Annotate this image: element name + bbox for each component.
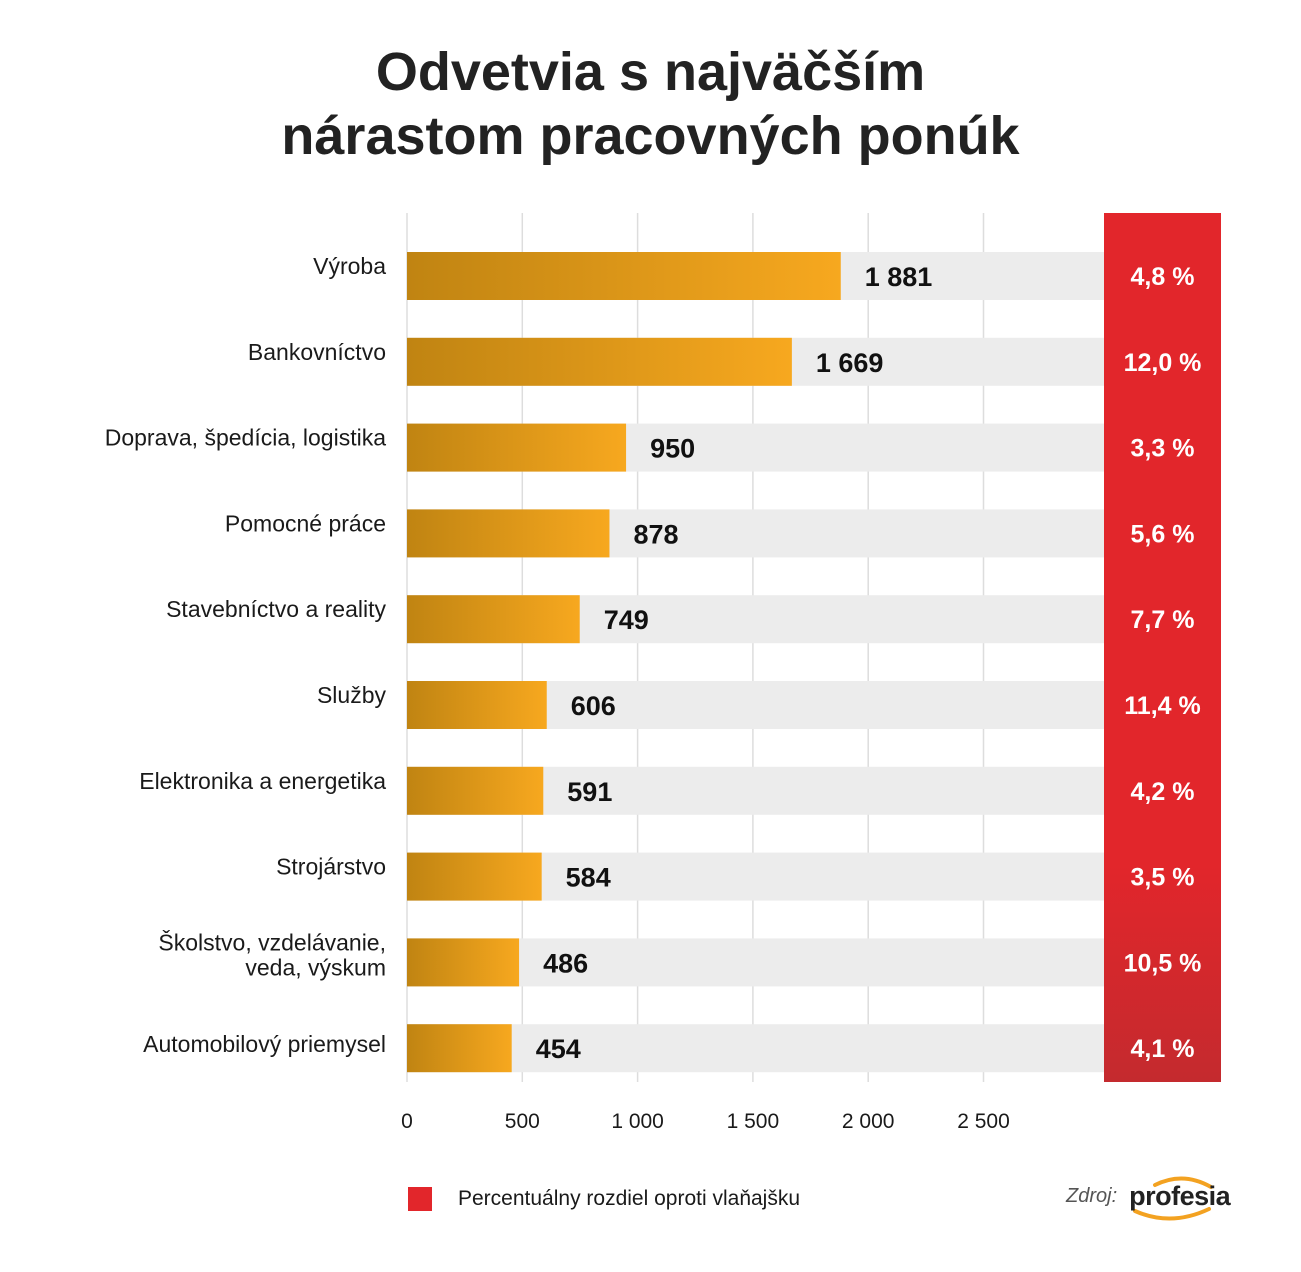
category-label: veda, výskum: [245, 954, 386, 980]
legend: Percentuálny rozdiel oproti vlaňajšku: [408, 1186, 800, 1212]
legend-label: Percentuálny rozdiel oproti vlaňajšku: [458, 1187, 801, 1210]
bar: [407, 766, 544, 815]
percent-change-label: 4,1 %: [1131, 1035, 1195, 1063]
logo-swoosh-icon: [1133, 1176, 1214, 1221]
percent-change-label: 4,8 %: [1131, 263, 1195, 291]
category-label: Strojárstvo: [276, 854, 386, 880]
chart-title-line-2: nárastom pracovných ponúk: [281, 106, 1020, 166]
bar-track: [407, 938, 1106, 987]
category-label: Stavebníctvo a reality: [166, 596, 386, 622]
bar-value-label: 1 881: [865, 262, 933, 292]
bar: [407, 595, 580, 644]
category-label: Doprava, špedícia, logistika: [105, 425, 386, 451]
percent-panel-background: [1104, 213, 1221, 1082]
source-label: Zdroj:: [1066, 1184, 1118, 1207]
x-tick-label: 500: [505, 1110, 540, 1133]
percent-change-label: 10,5 %: [1124, 949, 1202, 977]
bar-value-label: 749: [604, 605, 649, 635]
x-tick-label: 2 000: [842, 1110, 895, 1133]
bar: [407, 852, 542, 901]
bar-value-label: 606: [571, 691, 616, 721]
bar: [407, 337, 792, 386]
percent-change-label: 4,2 %: [1131, 778, 1195, 806]
legend-swatch-red: [408, 1187, 432, 1211]
category-label: Automobilový priemysel: [143, 1031, 386, 1057]
bar: [407, 938, 520, 987]
bar: [407, 681, 547, 729]
category-label: Bankovníctvo: [248, 339, 386, 365]
bar-value-label: 950: [650, 434, 695, 464]
profesia-logo: profesia: [1129, 1176, 1231, 1221]
percent-change-label: 11,4 %: [1124, 692, 1200, 720]
source: Zdroj: profesia: [1066, 1176, 1231, 1221]
bar-value-label: 454: [536, 1034, 581, 1064]
bar-track: [407, 1024, 1106, 1073]
bar-value-label: 486: [543, 948, 588, 978]
bar-value-label: 591: [567, 777, 612, 807]
logo-text: profesia: [1129, 1180, 1231, 1211]
percent-change-label: 12,0 %: [1124, 349, 1202, 377]
percent-change-label: 7,7 %: [1131, 606, 1195, 634]
chart-title: Odvetvia s najväčším nárastom pracovných…: [0, 40, 1301, 168]
x-tick-label: 1 500: [727, 1110, 780, 1133]
bar: [407, 252, 841, 300]
bar: [407, 509, 610, 558]
category-label: Výroba: [313, 253, 386, 279]
percent-change-label: 3,5 %: [1131, 864, 1195, 892]
bar: [407, 1024, 512, 1073]
category-label: Služby: [317, 682, 387, 708]
labels: 0 500 1 000 1 500 2 000 2 500 1 881 Výroba 1 669…: [105, 253, 1202, 1133]
percent-change-label: 3,3 %: [1131, 435, 1195, 463]
bars: [407, 252, 841, 1073]
bar-value-label: 1 669: [816, 348, 884, 378]
percent-panel: [1104, 213, 1221, 1082]
category-label: Elektronika a energetika: [139, 768, 386, 794]
bar-chart: 0 500 1 000 1 500 2 000 2 500 1 881 Výroba 1 669…: [105, 213, 1221, 1133]
bar-value-label: 878: [633, 519, 678, 549]
x-tick-label: 2 500: [957, 1110, 1010, 1133]
bar: [407, 423, 627, 472]
x-tick-label: 1 000: [611, 1110, 664, 1133]
bar-value-label: 584: [566, 863, 611, 893]
percent-change-label: 5,6 %: [1131, 520, 1195, 548]
x-tick-label: 0: [401, 1110, 413, 1133]
category-label: Pomocné práce: [225, 510, 386, 536]
category-label: Školstvo, vzdelávanie,: [158, 928, 386, 955]
chart-title-line-1: Odvetvia s najväčším: [375, 42, 926, 102]
